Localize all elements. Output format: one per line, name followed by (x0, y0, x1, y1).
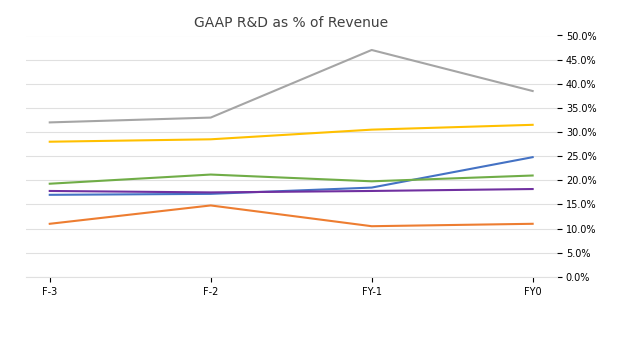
APPF (529, 155, 536, 159)
APPF (46, 193, 54, 197)
APPF (207, 192, 214, 196)
GWRE (46, 140, 54, 144)
PCOR (46, 120, 54, 125)
PCOR (368, 48, 376, 52)
PWSC (46, 189, 54, 193)
TTD (368, 179, 376, 184)
TTD (207, 173, 214, 177)
TOST (46, 222, 54, 226)
Line: PCOR: PCOR (50, 50, 532, 122)
PWSC (368, 189, 376, 193)
Line: TOST: TOST (50, 206, 532, 226)
Line: APPF: APPF (50, 157, 532, 195)
Line: PWSC: PWSC (50, 189, 532, 192)
TTD (529, 173, 536, 178)
Line: TTD: TTD (50, 175, 532, 184)
Title: GAAP R&D as % of Revenue: GAAP R&D as % of Revenue (194, 16, 388, 30)
TOST (529, 222, 536, 226)
GWRE (368, 127, 376, 132)
TOST (368, 224, 376, 228)
APPF (368, 185, 376, 190)
TTD (46, 182, 54, 186)
GWRE (207, 137, 214, 141)
PCOR (529, 89, 536, 93)
PWSC (207, 190, 214, 195)
TOST (207, 203, 214, 208)
GWRE (529, 123, 536, 127)
PWSC (529, 187, 536, 191)
Line: GWRE: GWRE (50, 125, 532, 142)
PCOR (207, 115, 214, 120)
